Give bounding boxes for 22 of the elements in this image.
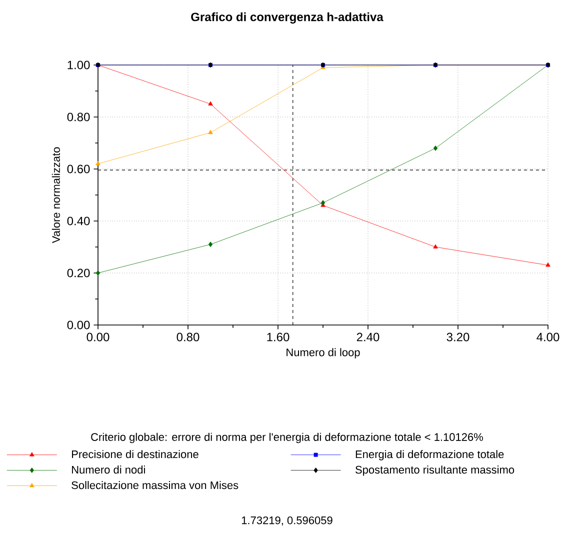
legend-label: Sollecitazione massima von Mises [72,481,238,490]
x-tick-label: 1.60 [267,332,290,342]
y-tick-label: 0.40 [67,216,90,226]
x-axis-title: Numero di loop [286,348,360,358]
chart-title: Grafico di convergenza h-adattiva [191,12,384,24]
legend-label: Numero di nodi [72,466,145,474]
x-tick-label: 3.20 [446,332,470,342]
legend-title: Criterio globale: errore di norma per l'energia di deformazione totale < 1.10126% [91,432,483,444]
x-tick-label: 0.80 [176,332,200,342]
y-tick-label: 0.20 [67,268,90,278]
x-tick-label: 0.00 [86,332,110,342]
y-tick-label: 0.60 [67,164,90,174]
y-tick-label: 0.80 [67,112,90,122]
text: 1.73219, 0.596059 [242,516,332,526]
y-tick-label: 0.00 [67,320,90,330]
y-tick-label: 1.00 [68,60,90,70]
y-axis-title: Valore normalizzato [52,147,60,244]
legend-label: Energia di deformazione totale [356,450,504,460]
legend-label: Precisione di destinazione [72,450,198,458]
x-tick-label: 4.00 [536,332,560,342]
x-tick-label: 2.40 [356,332,380,342]
legend-label: Spostamento risultante massimo [356,466,514,476]
